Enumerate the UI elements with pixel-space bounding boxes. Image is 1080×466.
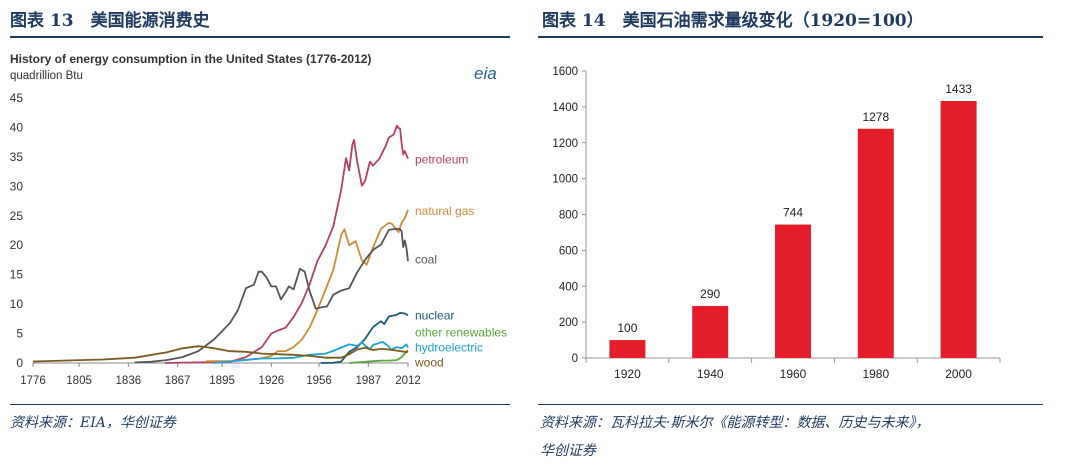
bottom-rule <box>10 404 510 405</box>
x-tick-label: 1956 <box>306 375 332 387</box>
y-tick-label: 35 <box>10 150 24 164</box>
series-label-other-renewables: other renewables <box>415 325 507 339</box>
data-label-1960: 744 <box>783 206 803 220</box>
x-tick-label: 1805 <box>66 375 92 387</box>
y-tick-label: 15 <box>10 268 24 282</box>
figure-14-source-line1: 资料来源：瓦科拉夫·斯米尔《能源转型：数据、历史与未来》， <box>540 415 930 431</box>
bar-1960 <box>775 224 811 358</box>
x-tick-label: 1920 <box>614 367 641 381</box>
x-tick-label: 1867 <box>165 375 191 387</box>
series-line-natural-gas <box>206 209 409 363</box>
series-line-wood <box>32 345 408 363</box>
left-figure-panel: 图表 13 美国能源消费史 History of energy consumpt… <box>0 0 515 466</box>
series-label-petroleum: petroleum <box>415 153 468 167</box>
oil-demand-bar-chart: 0 200 400 600 800 1000 1200 1400 1600 100 1920 290 1… <box>552 66 1001 381</box>
series-line-hydroelectric <box>214 341 409 364</box>
series-label-hydroelectric: hydroelectric <box>415 341 483 355</box>
top-rule <box>538 36 1043 38</box>
y-tick-label: 800 <box>559 210 578 222</box>
eia-logo: eia <box>474 64 497 83</box>
bar-1980 <box>857 128 894 358</box>
y-tick-label: 1600 <box>552 66 578 78</box>
series-line-coal <box>134 227 409 364</box>
x-tick-label: 2012 <box>395 375 421 387</box>
top-rule <box>10 36 510 38</box>
y-tick-label: 200 <box>559 317 578 329</box>
x-tick-label: 1980 <box>862 367 889 381</box>
figure-13-title: 图表 13 美国能源消费史 <box>10 11 210 31</box>
y-tick-label: 30 <box>10 179 24 193</box>
y-axis-unit-label: quadrillion Btu <box>10 70 83 82</box>
y-tick-label: 0 <box>572 353 578 365</box>
figure-14-title: 图表 14 美国石油需求量级变化（1920=100） <box>542 11 924 31</box>
y-tick-label: 1400 <box>552 102 578 114</box>
x-tick-label: 1895 <box>209 375 235 387</box>
series-line-nuclear <box>320 312 409 364</box>
y-tick-label: 45 <box>10 91 24 105</box>
data-label-1920: 100 <box>617 321 637 335</box>
x-tick-label: 1960 <box>780 367 807 381</box>
y-tick-label: 20 <box>10 238 24 252</box>
y-tick-label: 25 <box>10 209 24 223</box>
y-tick-label: 40 <box>10 120 24 134</box>
y-tick-label: 400 <box>559 281 578 293</box>
y-tick-label: 5 <box>16 327 23 341</box>
x-tick-label: 1987 <box>355 375 381 387</box>
data-label-1940: 290 <box>700 287 720 301</box>
y-tick-label: 1000 <box>552 174 578 186</box>
bar-1920 <box>609 340 646 358</box>
y-tick-label: 10 <box>10 297 24 311</box>
y-tick-label: 1200 <box>552 138 578 150</box>
bar-2000 <box>940 100 977 358</box>
right-figure-panel: 图表 14 美国石油需求量级变化（1920=100） 0 200 400 600 800… <box>538 0 1080 466</box>
series-label-nuclear: nuclear <box>415 308 454 322</box>
chart-title: History of energy consumption in the Uni… <box>10 52 371 66</box>
figure-14-source-line2: 华创证券 <box>540 443 596 459</box>
y-tick-label: 600 <box>559 245 578 257</box>
x-tick-label: 1776 <box>20 375 46 387</box>
series-line-petroleum <box>164 124 409 364</box>
bar-1940 <box>692 305 729 358</box>
energy-consumption-line-chart: History of energy consumption in the Uni… <box>10 52 507 387</box>
x-tick-label: 2000 <box>945 367 972 381</box>
series-label-natural-gas: natural gas <box>415 204 474 218</box>
series-line-other-renewables <box>349 349 409 364</box>
data-label-1980: 1278 <box>862 110 889 124</box>
data-label-2000: 1433 <box>945 82 972 96</box>
series-label-wood: wood <box>414 355 444 369</box>
bottom-rule <box>538 404 1043 405</box>
x-tick-label: 1836 <box>116 375 142 387</box>
y-tick-label: 0 <box>16 356 23 370</box>
x-tick-label: 1926 <box>259 375 285 387</box>
figure-13-source: 资料来源：EIA，华创证券 <box>10 415 176 431</box>
x-tick-label: 1940 <box>697 367 724 381</box>
series-label-coal: coal <box>415 252 437 266</box>
